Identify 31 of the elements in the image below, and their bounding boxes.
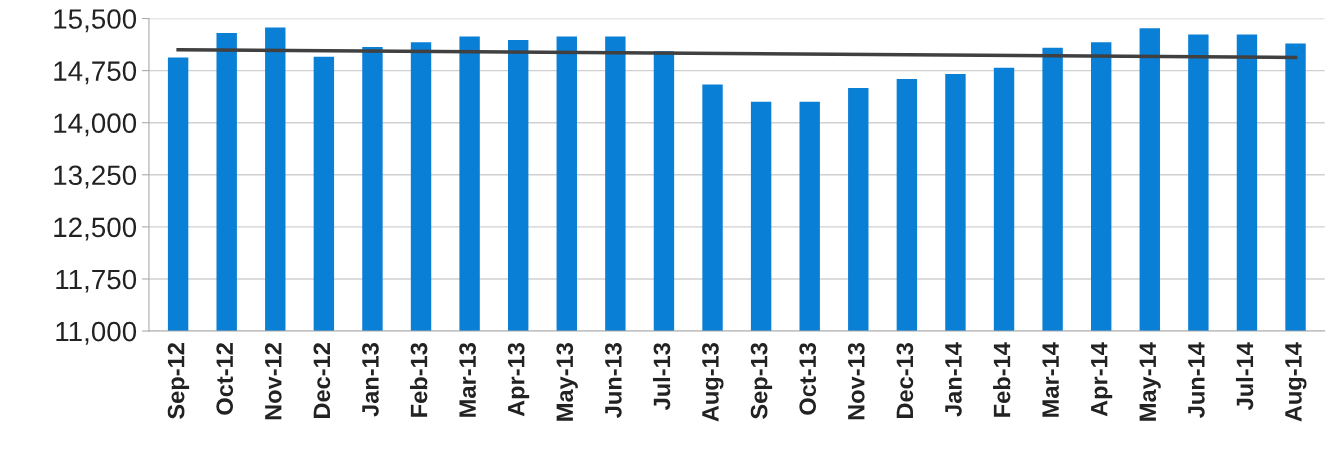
- x-tick-label: Jan-13: [362, 343, 379, 417]
- x-tick-label: Sep-12: [167, 343, 190, 419]
- x-tick-label: Nov-13: [847, 343, 865, 420]
- x-tick-label: Oct-12: [216, 343, 234, 415]
- x-tick-label: Apr-13: [507, 343, 530, 417]
- x-tick-label: Oct-13: [799, 343, 817, 415]
- y-tick-label: 12,500: [54, 217, 137, 241]
- y-tick-label: 11,750: [56, 269, 137, 293]
- x-tick-label: Jun-14: [1188, 342, 1205, 418]
- x-tick-label: Apr-14: [1091, 342, 1113, 417]
- y-tick-label: 11,000: [56, 321, 137, 345]
- y-tick-label: 14,000: [54, 113, 137, 137]
- x-tick-label: Feb-13: [410, 343, 428, 417]
- y-tick-label: 13,250: [54, 165, 137, 189]
- x-tick-label: Jun-13: [604, 343, 622, 418]
- x-tick-label: May-13: [556, 343, 578, 421]
- x-tick-label: Aug-14: [1285, 342, 1307, 422]
- y-tick-label: 15,500: [54, 9, 137, 33]
- x-tick-label: Jul-13: [652, 343, 671, 411]
- x-tick-label: Feb-14: [993, 342, 1011, 417]
- x-tick-label: Aug-13: [702, 343, 724, 422]
- y-tick-label: 14,750: [54, 61, 137, 85]
- x-tick-label: May-14: [1139, 342, 1161, 421]
- x-tick-label: Jan-14: [945, 342, 962, 417]
- x-tick-label: Mar-14: [1042, 342, 1059, 417]
- x-tick-label: Dec-12: [313, 343, 331, 419]
- x-tick-label: Nov-12: [264, 343, 282, 420]
- x-tick-label: Jul-14: [1235, 342, 1254, 411]
- x-tick-label: Dec-13: [896, 343, 914, 419]
- x-tick-label: Sep-13: [750, 343, 773, 419]
- x-tick-label: Mar-13: [459, 343, 476, 417]
